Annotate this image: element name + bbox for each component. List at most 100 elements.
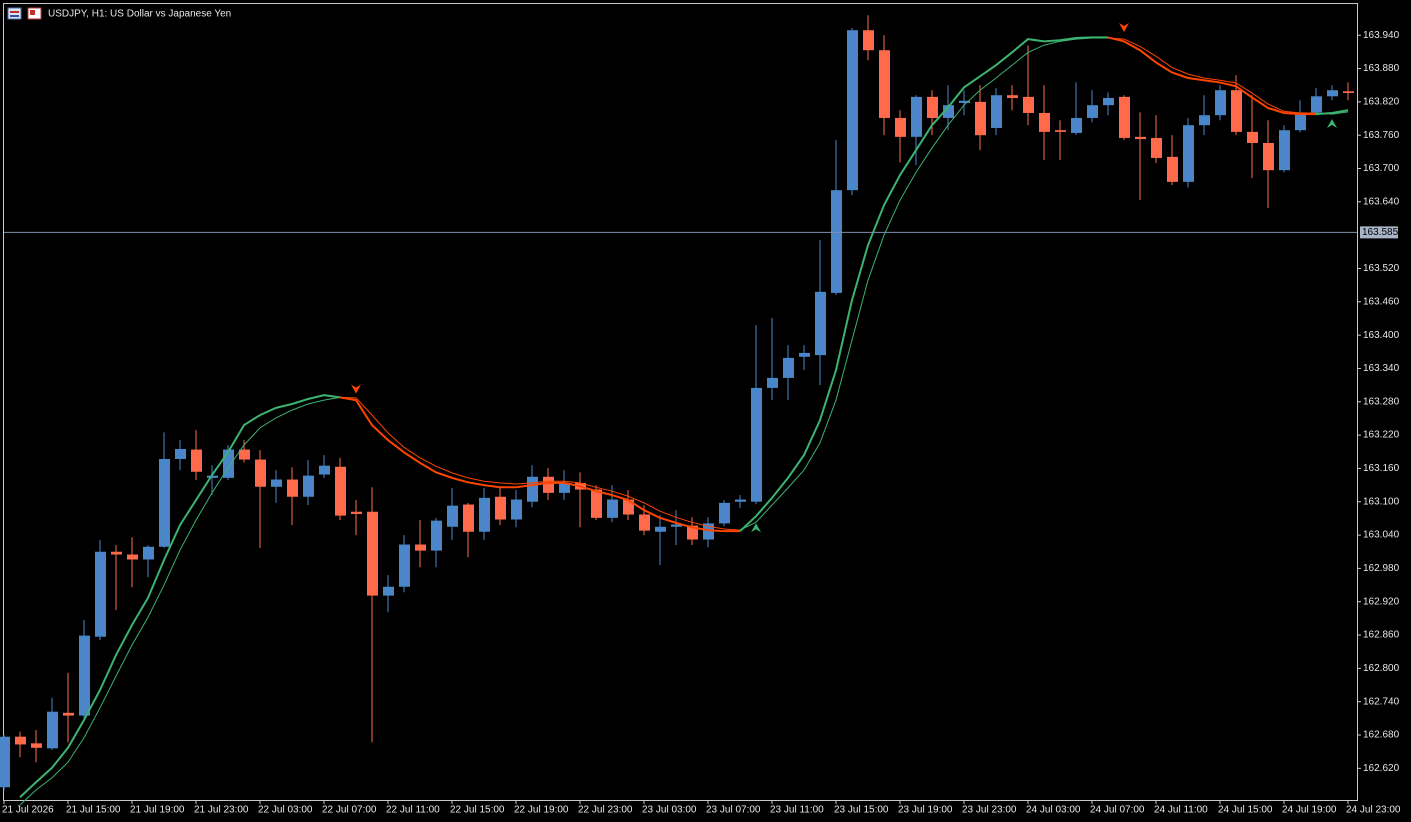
y-tick-label: 163.280	[1363, 396, 1400, 407]
price-label-box	[1360, 226, 1398, 239]
x-tick-label: 24 Jul 03:00	[1026, 805, 1081, 816]
candle-body	[783, 357, 794, 378]
candle-body	[735, 499, 746, 502]
y-tick-label: 163.760	[1363, 130, 1400, 141]
candle-body	[79, 635, 90, 716]
candle-body	[287, 479, 298, 497]
candle-body	[1087, 105, 1098, 118]
candle-body	[175, 448, 186, 459]
x-tick-label: 23 Jul 23:00	[962, 805, 1017, 816]
candle-body	[1279, 130, 1290, 171]
candle-body	[191, 449, 202, 472]
candle-body	[1199, 115, 1210, 126]
candle-body	[15, 736, 26, 745]
candle-body	[607, 499, 618, 518]
x-tick-label: 21 Jul 15:00	[66, 805, 121, 816]
candle-body	[1183, 125, 1194, 182]
candle-body	[959, 100, 970, 103]
candle-body	[623, 499, 634, 515]
y-tick-label: 163.220	[1363, 430, 1400, 441]
y-tick-label: 163.820	[1363, 97, 1400, 108]
candle-body	[255, 459, 266, 487]
y-tick-label: 163.460	[1363, 296, 1400, 307]
x-tick-label: 22 Jul 15:00	[450, 805, 505, 816]
x-tick-label: 21 Jul 2026	[2, 805, 54, 816]
candle-body	[239, 449, 250, 460]
candle-body	[591, 489, 602, 518]
signal-arrow	[1327, 118, 1337, 128]
candle-body	[1215, 90, 1226, 116]
symbol-icon	[7, 7, 42, 20]
candle-body	[767, 377, 778, 388]
candle-body	[383, 586, 394, 596]
candle-body	[1247, 131, 1258, 143]
candle-body	[815, 291, 826, 356]
candle-body	[1311, 96, 1322, 113]
candle-body	[95, 551, 106, 637]
candle-body	[447, 505, 458, 527]
x-tick-label: 24 Jul 15:00	[1218, 805, 1273, 816]
candle-body	[751, 387, 762, 502]
x-tick-label: 24 Jul 11:00	[1154, 805, 1208, 816]
candle-body	[159, 458, 170, 547]
x-tick-label: 22 Jul 11:00	[386, 805, 440, 816]
x-tick-label: 24 Jul 19:00	[1282, 805, 1337, 816]
candle-body	[975, 101, 986, 136]
candle-body	[1023, 96, 1034, 113]
candle-body	[703, 523, 714, 540]
candle-body	[511, 499, 522, 520]
candle-body	[143, 546, 154, 560]
candle-body	[47, 711, 58, 749]
candle-body	[991, 95, 1002, 128]
x-tick-label: 21 Jul 19:00	[130, 805, 185, 816]
chart-title: USDJPY, H1: US Dollar vs Japanese Yen	[48, 9, 231, 20]
y-tick-label: 163.400	[1363, 330, 1400, 341]
candle-body	[687, 525, 698, 540]
candle-body	[207, 475, 218, 478]
candle-body	[1343, 91, 1354, 93]
y-tick-label: 163.100	[1363, 496, 1400, 507]
signal-arrow	[751, 523, 761, 533]
candle-body	[1103, 97, 1114, 106]
candle-body	[1231, 90, 1242, 132]
candle-body	[351, 511, 362, 514]
candle-body	[927, 96, 938, 118]
candle-body	[415, 544, 426, 551]
candle-body	[111, 551, 122, 555]
candle-body	[895, 117, 906, 137]
candle-body	[559, 482, 570, 493]
trend-line	[1315, 111, 1349, 115]
candle-body	[863, 30, 874, 51]
trend-line	[339, 396, 740, 533]
candle-body	[671, 524, 682, 527]
candle-body	[127, 554, 138, 560]
candle-body	[799, 352, 810, 357]
candle-body	[303, 475, 314, 497]
x-tick-label: 24 Jul 23:00	[1346, 805, 1401, 816]
candle-body	[527, 476, 538, 502]
candle-body	[1135, 136, 1146, 140]
candle-body	[1327, 90, 1338, 97]
y-tick-label: 163.700	[1363, 163, 1400, 174]
candle-body	[719, 502, 730, 524]
x-tick-label: 22 Jul 03:00	[258, 805, 313, 816]
candle-body	[831, 190, 842, 293]
candle-body	[399, 544, 410, 587]
signal-arrow	[351, 384, 361, 394]
y-tick-label: 162.800	[1363, 663, 1400, 674]
trend-line	[1107, 36, 1316, 116]
candle-body	[1119, 96, 1130, 138]
y-tick-label: 163.940	[1363, 30, 1400, 41]
y-tick-label: 163.040	[1363, 530, 1400, 541]
candle-body	[1039, 112, 1050, 132]
candle-body	[63, 712, 74, 716]
y-tick-label: 162.680	[1363, 730, 1400, 741]
y-tick-label: 163.520	[1363, 263, 1400, 274]
candle-body	[335, 466, 346, 516]
trend-line	[739, 37, 1108, 531]
candle-body	[655, 526, 666, 532]
x-tick-label: 23 Jul 11:00	[770, 805, 824, 816]
candle-body	[1055, 130, 1066, 132]
